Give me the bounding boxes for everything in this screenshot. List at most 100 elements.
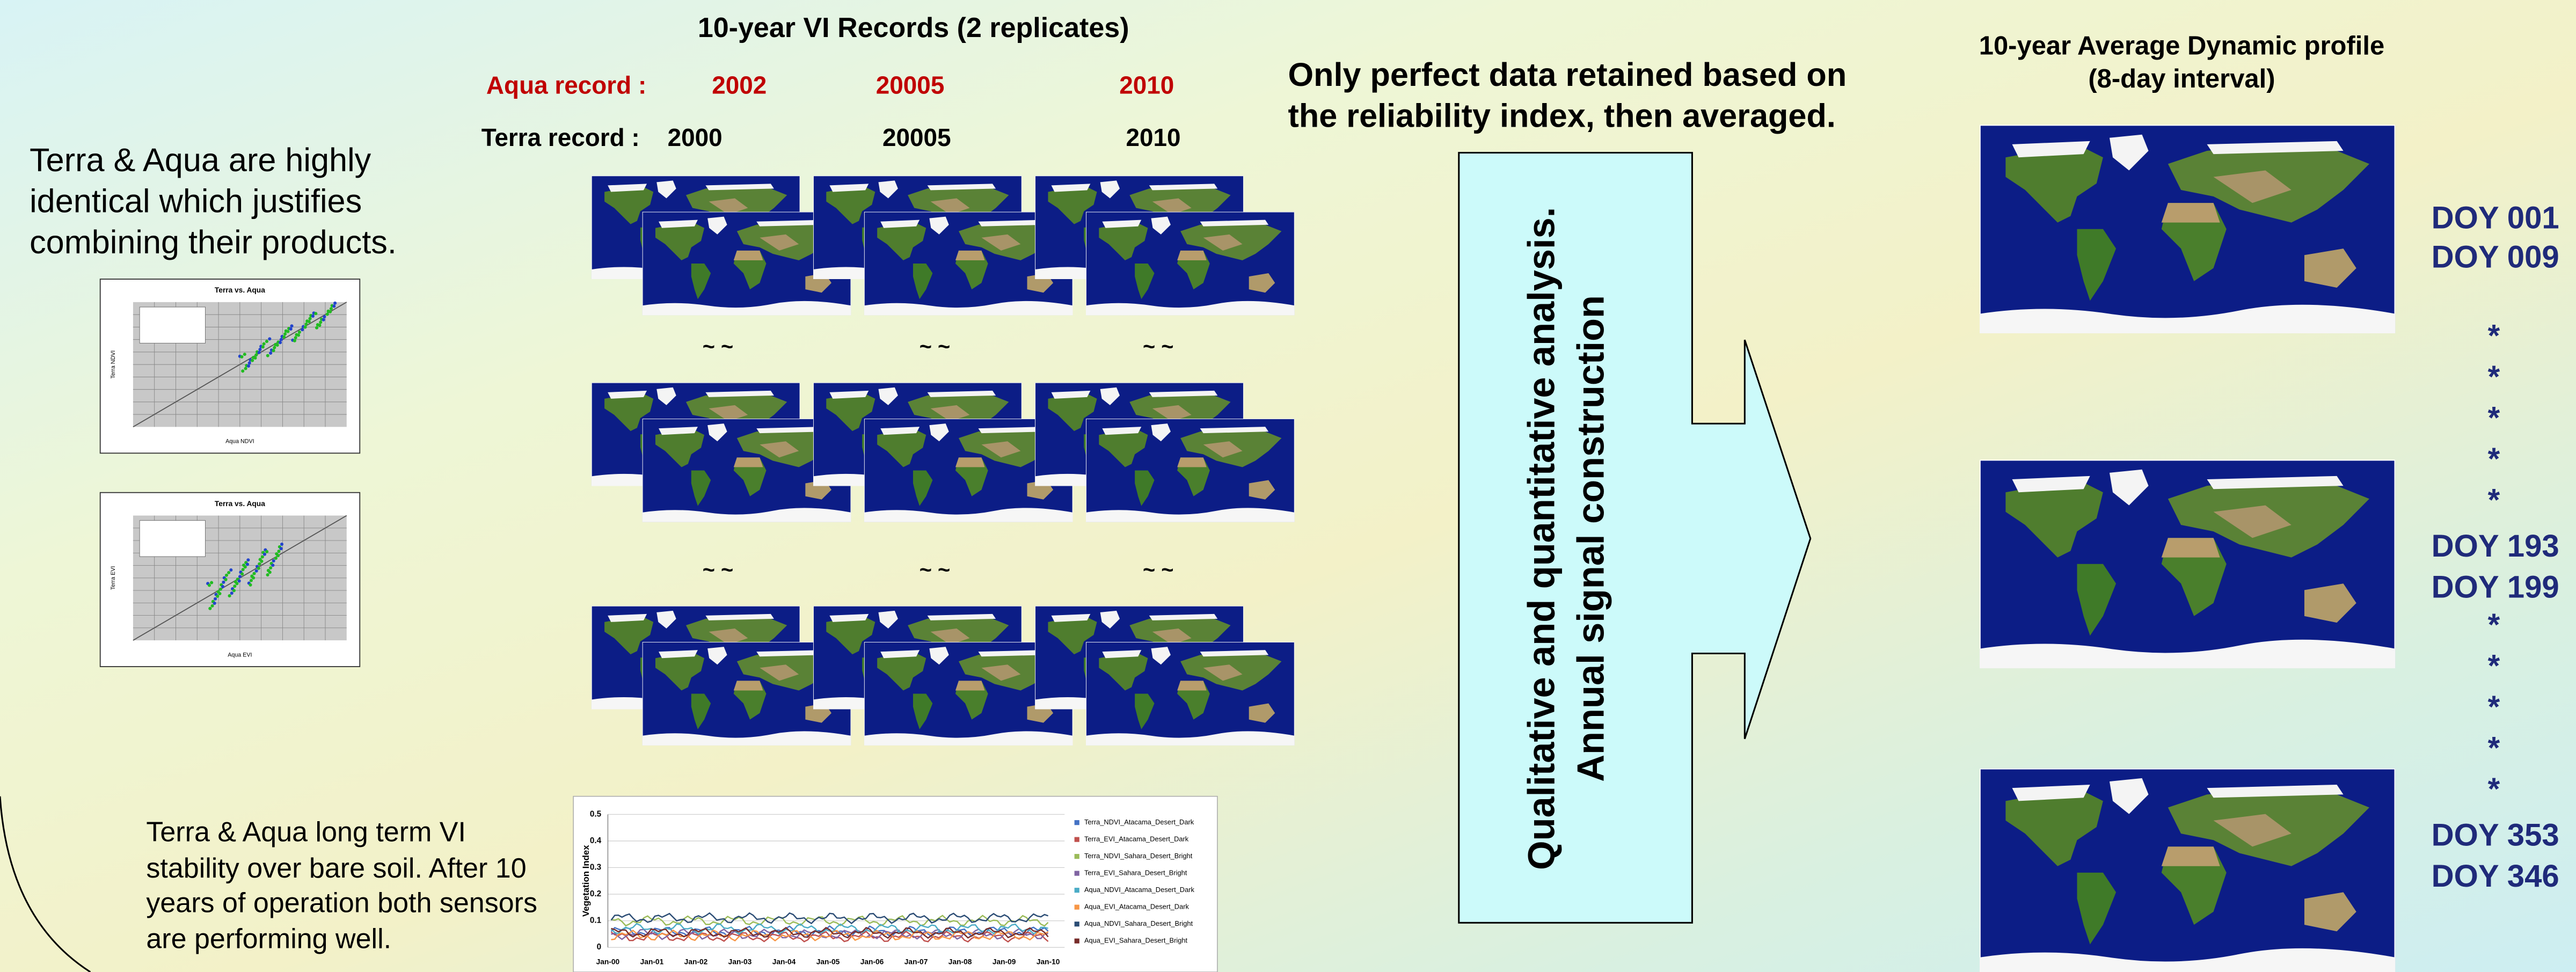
thumb-point	[275, 343, 279, 347]
section-title: 10-year VI Records (2 replicates)	[698, 12, 1129, 43]
thumb-point	[229, 568, 233, 572]
aqua-year: 20005	[876, 71, 945, 99]
separator: ~ ~	[703, 335, 734, 359]
thumb-point	[249, 579, 253, 582]
thumb-y-label: Terra EVI	[110, 566, 116, 590]
thumb-point	[333, 301, 337, 305]
stability-x-tick: Jan-04	[772, 958, 796, 966]
stability-x-tick: Jan-03	[728, 958, 752, 966]
thumb-point	[278, 341, 282, 345]
stability-note-line: Terra & Aqua long term VI	[146, 817, 466, 848]
thumb-point	[273, 346, 276, 349]
legend-marker	[1074, 904, 1079, 910]
thumb-point	[243, 353, 246, 356]
thumb-point	[213, 601, 216, 605]
doy-star: *	[2488, 483, 2500, 517]
thumb-point	[283, 332, 287, 336]
profile-title-line: 10-year Average Dynamic profile	[1979, 32, 2384, 61]
thumb-point	[224, 573, 229, 577]
thumb-point	[269, 351, 273, 355]
thumb-point	[251, 359, 254, 362]
separator: ~ ~	[920, 335, 951, 359]
thumb-point	[274, 557, 278, 560]
thumb-point	[258, 347, 262, 352]
stability-y-label: Vegetation Index	[581, 845, 591, 917]
legend-entry: Terra_NDVI_Sahara_Desert_Bright	[1084, 852, 1193, 860]
legend-entry: Aqua_EVI_Sahara_Desert_Bright	[1084, 937, 1188, 945]
stability-y-tick: 0	[597, 942, 602, 952]
thumb-point	[214, 597, 217, 601]
thumb-x-label: Aqua EVI	[228, 652, 252, 658]
thumb-point	[266, 573, 269, 577]
doy-star: *	[2488, 690, 2500, 725]
thumb-point	[304, 322, 308, 326]
aqua-label: Aqua record :	[486, 71, 646, 99]
thumb-point	[297, 330, 301, 334]
thumb-point	[272, 559, 275, 563]
thumb-point	[307, 320, 311, 324]
aqua-year: 2002	[712, 71, 767, 99]
stability-line	[610, 923, 1048, 935]
doy-label: DOY 001	[2432, 200, 2559, 235]
terra-year: 2010	[1126, 123, 1180, 151]
stability-y-tick: 0.2	[590, 889, 601, 898]
thumb-point	[308, 317, 312, 320]
thumb-point	[260, 559, 264, 563]
stability-note-line: years of operation both sensors	[146, 887, 537, 918]
thumb-point	[268, 571, 272, 574]
thumb-point	[279, 338, 283, 341]
thumb-point	[282, 335, 286, 339]
thumb-point	[241, 568, 245, 572]
thumb-point	[254, 353, 258, 357]
thumb-legend	[139, 306, 206, 344]
stability-y-tick: 0.4	[590, 836, 602, 845]
legend-entry: Terra_EVI_Sahara_Desert_Bright	[1084, 869, 1187, 877]
doy-star: *	[2488, 442, 2500, 477]
thumb-point	[311, 314, 315, 318]
thumb-point	[293, 339, 296, 342]
legend-entry: Aqua_NDVI_Sahara_Desert_Bright	[1084, 919, 1193, 927]
doy-label: DOY 193	[2432, 529, 2559, 564]
stability-line	[611, 926, 1049, 939]
profile-map	[1980, 460, 2395, 669]
thumb-point	[323, 315, 326, 319]
process-arrow	[1458, 151, 1812, 924]
thumb-point	[276, 554, 280, 558]
map-front	[1086, 642, 1295, 746]
thumb-point	[265, 340, 269, 344]
thumb-point	[238, 575, 242, 579]
thumb-point	[261, 345, 265, 349]
stability-x-tick: Jan-07	[904, 958, 928, 966]
legend-entry: Terra_EVI_Atacama_Desert_Dark	[1084, 835, 1189, 843]
thumb-point	[322, 318, 325, 321]
stability-x-tick: Jan-09	[993, 958, 1016, 966]
stability-line	[610, 925, 1049, 938]
thumb-point	[269, 566, 273, 570]
thumb-point	[262, 342, 266, 346]
aqua-year: 2010	[1119, 71, 1174, 99]
thumb-legend	[139, 520, 206, 557]
thumb-point	[286, 330, 290, 333]
legend-marker	[1074, 922, 1079, 927]
thumb-point	[244, 367, 247, 370]
thumb-point	[218, 591, 222, 596]
left-note-line: identical which justifies	[30, 182, 362, 219]
thumb-point	[319, 320, 323, 324]
stability-x-tick: Jan-08	[948, 958, 972, 966]
thumb-point	[297, 333, 301, 337]
separator: ~ ~	[1143, 558, 1174, 582]
thumb-point	[230, 591, 233, 595]
thumb-point	[216, 594, 220, 598]
thumb-point	[237, 579, 241, 583]
doy-star: *	[2488, 648, 2500, 683]
thumb-title: Terra vs. Aqua	[215, 286, 265, 294]
thumb-point	[252, 576, 256, 580]
stability-x-tick: Jan-10	[1037, 958, 1060, 966]
thumb-point	[258, 562, 261, 566]
doy-star: *	[2488, 401, 2500, 436]
thumb-point	[232, 589, 236, 593]
thumb-point	[329, 310, 332, 313]
thumb-point	[249, 583, 252, 587]
